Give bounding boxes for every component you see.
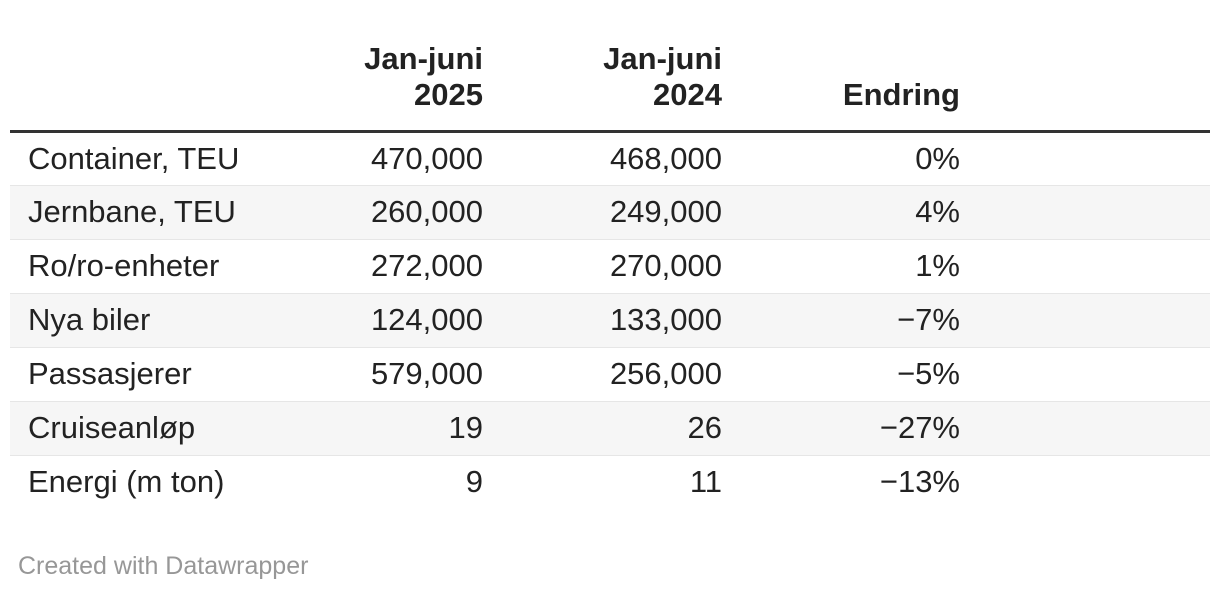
table-row: Energi (m ton) 9 11 −13% — [10, 454, 1210, 509]
value-2024: 468,000 — [609, 140, 722, 176]
value-2025: 260,000 — [248, 184, 483, 239]
value-change: 0% — [915, 140, 960, 176]
column-header-jan-juni-2024: Jan-juni 2024 — [483, 0, 722, 133]
table-row: Nya biler 124,000 133,000 −7% — [10, 292, 1210, 347]
value-change: 1% — [722, 238, 960, 293]
row-label: Nya biler — [10, 292, 248, 347]
row-label: Container, TEU — [28, 140, 240, 176]
header-line-2: 2024 — [653, 76, 722, 112]
value-2024: 270,000 — [483, 238, 722, 293]
column-header-endring: Endring — [722, 0, 960, 133]
column-header-empty — [10, 0, 248, 133]
header-line-2: Endring — [842, 76, 960, 112]
value-change: −27% — [722, 400, 960, 455]
value-change: −13% — [722, 454, 960, 509]
datawrapper-attribution-link[interactable]: Created with Datawrapper — [18, 552, 309, 580]
column-header-spacer — [960, 0, 1210, 133]
header-line-2: 2025 — [414, 76, 483, 112]
value-change: −5% — [722, 346, 960, 401]
value-2024: 133,000 — [483, 292, 722, 347]
value-2024: 11 — [483, 454, 722, 509]
header-line-1: Jan-juni — [364, 40, 483, 76]
data-table: Jan-juni 2025 Jan-juni 2024 Endring Contai… — [10, 0, 1210, 509]
row-label: Energi (m ton) — [10, 454, 248, 509]
value-2024: 249,000 — [483, 184, 722, 239]
row-label: Ro/ro-enheter — [10, 238, 248, 293]
value-change: −7% — [722, 292, 960, 347]
value-2025: 19 — [248, 400, 483, 455]
value-2025: 124,000 — [248, 292, 483, 347]
header-row: Jan-juni 2025 Jan-juni 2024 Endring — [10, 0, 1210, 133]
value-2025: 579,000 — [248, 346, 483, 401]
value-2025: 470,000 — [370, 140, 483, 176]
spacer-cell — [960, 346, 1210, 401]
table-row: Ro/ro-enheter 272,000 270,000 1% — [10, 238, 1210, 293]
header-line-1: Jan-juni — [603, 40, 722, 76]
row-label: Cruiseanløp — [10, 400, 248, 455]
spacer-cell — [960, 184, 1210, 239]
row-label: Passasjerer — [10, 346, 248, 401]
spacer-cell — [960, 400, 1210, 455]
spacer-cell — [960, 292, 1210, 347]
value-2024: 256,000 — [483, 346, 722, 401]
table-row: Jernbane, TEU 260,000 249,000 4% — [10, 184, 1210, 239]
spacer-cell — [960, 131, 1210, 185]
spacer-cell — [960, 238, 1210, 293]
table-body: Container, TEU 470,000 468,000 0% Jernbane, … — [10, 131, 1210, 509]
value-change: 4% — [722, 184, 960, 239]
value-2025: 9 — [248, 454, 483, 509]
table-header: Jan-juni 2025 Jan-juni 2024 Endring — [10, 0, 1210, 133]
table-row: Container, TEU 470,000 468,000 0% — [10, 131, 1210, 185]
table-row: Cruiseanløp 19 26 −27% — [10, 400, 1210, 455]
table-row: Passasjerer 579,000 256,000 −5% — [10, 346, 1210, 401]
row-label: Jernbane, TEU — [10, 184, 248, 239]
value-2025: 272,000 — [248, 238, 483, 293]
column-header-jan-juni-2025: Jan-juni 2025 — [248, 0, 483, 133]
value-2024: 26 — [483, 400, 722, 455]
spacer-cell — [960, 454, 1210, 509]
